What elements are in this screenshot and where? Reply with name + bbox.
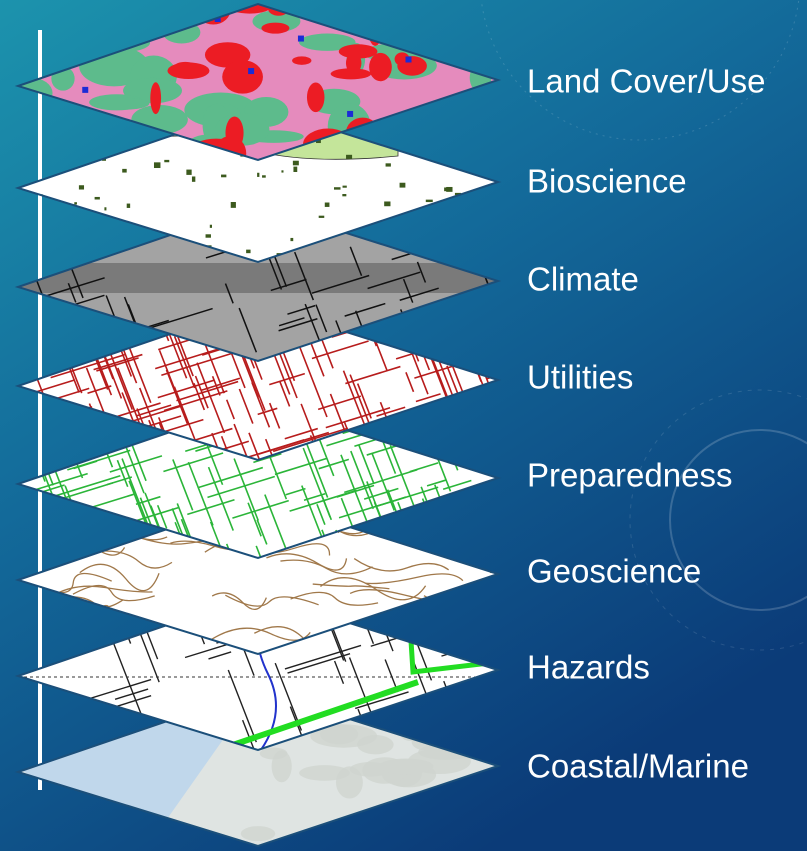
layer-label: Bioscience xyxy=(527,163,687,200)
layer-label: Utilities xyxy=(527,359,633,396)
layer-label: Preparedness xyxy=(527,457,732,494)
layer-label: Coastal/Marine xyxy=(527,748,749,785)
layer-stack xyxy=(14,2,502,848)
layer-label: Hazards xyxy=(527,649,650,686)
decor-ring xyxy=(629,389,807,651)
layer-label: Geoscience xyxy=(527,553,701,590)
labels: Land Cover/Use Bioscience Climate Utilities… xyxy=(527,63,765,785)
decor-ring xyxy=(669,429,807,611)
layer-outline xyxy=(14,2,502,162)
layer-label: Land Cover/Use xyxy=(527,63,765,100)
layer-label: Climate xyxy=(527,261,639,298)
